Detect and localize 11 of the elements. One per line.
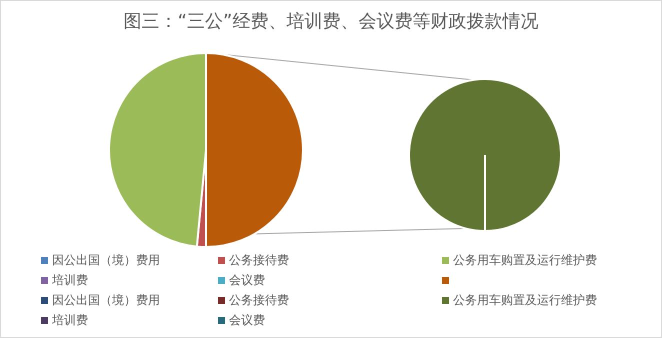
legend-label: 会议费 — [229, 272, 265, 288]
legend-label: 公务接待费 — [229, 292, 289, 308]
legend-label: 培训费 — [52, 312, 88, 328]
legend-label: 公务用车购置及运行维护费 — [453, 292, 597, 308]
legend-label: 培训费 — [52, 272, 88, 288]
legend-label: 因公出国（境）费用 — [52, 252, 160, 268]
legend-label: 公务用车购置及运行维护费 — [453, 252, 597, 268]
legend-label: 会议费 — [229, 312, 265, 328]
legend-label: 因公出国（境）费用 — [52, 292, 160, 308]
legend-label: 公务接待费 — [229, 252, 289, 268]
chart-title: 图三：“三公”经费、培训费、会议费等财政拨款情况 — [122, 10, 540, 33]
